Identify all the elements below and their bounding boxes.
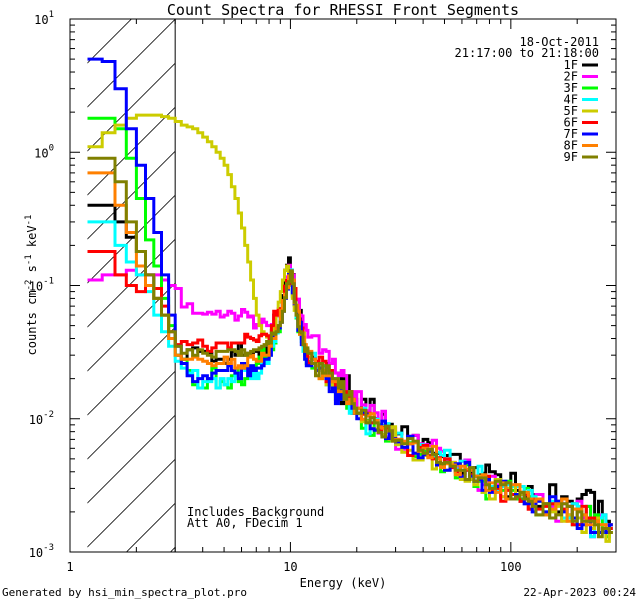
chart-title: Count Spectra for RHESSI Front Segments <box>167 1 519 19</box>
y-tick-label: 10-2 <box>29 410 54 427</box>
legend-label: 9F <box>564 150 578 164</box>
annotation-attenuator: Att A0, FDecim 1 <box>187 516 303 530</box>
y-tick-label: 10-1 <box>29 277 54 294</box>
y-tick-label: 100 <box>34 143 54 160</box>
x-axis: 1 10 100 <box>66 19 617 574</box>
footer-generator: Generated by hsi_min_spectra_plot.pro <box>2 586 247 599</box>
y-tick-label: 10-3 <box>29 543 54 560</box>
y-label-exponent: -1 <box>24 254 34 265</box>
y-label-unit: counts cm <box>25 290 39 355</box>
y-tick-exponent: 0 <box>49 143 54 153</box>
x-axis-label: Energy (keV) <box>300 576 387 590</box>
y-label-exponent: -1 <box>24 215 34 226</box>
legend-date: 18-Oct-2011 <box>520 35 599 49</box>
legend-label: 3F <box>564 81 578 95</box>
y-tick-base: 10 <box>29 546 43 560</box>
y-tick-exponent: -3 <box>43 543 54 553</box>
legend-label: 6F <box>564 116 578 130</box>
legend-label: 5F <box>564 104 578 118</box>
y-label-unit: keV <box>25 225 39 254</box>
footer-timestamp: 22-Apr-2023 00:24 <box>523 586 636 599</box>
y-tick-base: 10 <box>34 13 48 27</box>
annotation-background: Includes Background <box>187 505 324 519</box>
legend-label: 1F <box>564 58 578 72</box>
y-axis-label: counts cm-2 s-1 keV-1 <box>24 215 39 356</box>
legend-label: 7F <box>564 127 578 141</box>
y-tick-exponent: -2 <box>43 410 54 420</box>
y-tick-base: 10 <box>29 413 43 427</box>
y-label-exponent: -2 <box>24 280 34 291</box>
x-tick-label: 1 <box>66 560 73 574</box>
legend-label: 4F <box>564 93 578 107</box>
y-tick-exponent: 1 <box>49 10 54 20</box>
y-label-unit: s <box>25 265 39 279</box>
y-tick-base: 10 <box>34 146 48 160</box>
series-9f <box>87 156 613 539</box>
x-tick-label: 100 <box>500 560 522 574</box>
series-layer <box>87 57 613 543</box>
legend-label: 8F <box>564 139 578 153</box>
legend-label: 2F <box>564 70 578 84</box>
x-tick-label: 10 <box>283 560 297 574</box>
y-tick-base: 10 <box>29 280 43 294</box>
y-tick-label: 101 <box>34 10 54 27</box>
legend-time-range: 21:17:00 to 21:18:00 <box>455 46 600 60</box>
y-tick-exponent: -1 <box>43 277 54 287</box>
